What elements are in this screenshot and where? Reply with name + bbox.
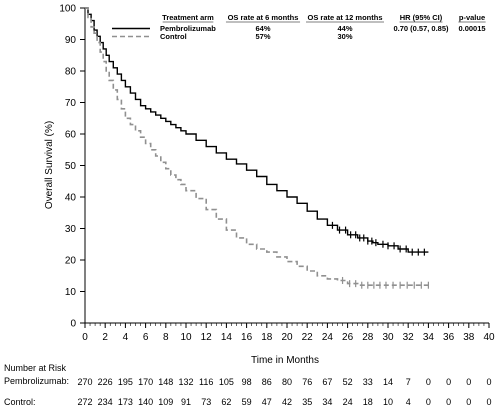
legend-header: p-value [459,13,485,22]
y-tick-label: 60 [65,130,77,141]
y-tick-label: 70 [65,98,77,109]
legend-cell: 44% [337,24,352,33]
risk-value: 14 [383,377,393,387]
x-tick-label: 40 [483,332,495,343]
risk-value: 18 [363,397,373,407]
legend-series-name: Pembrolizumab [160,24,216,33]
x-tick-label: 18 [261,332,273,343]
risk-value: 132 [178,377,193,387]
risk-value: 76 [302,377,312,387]
y-axis-label: Overall Survival (%) [44,121,55,209]
y-tick-label: 40 [65,193,77,204]
risk-value: 73 [201,397,211,407]
risk-value: 270 [77,377,92,387]
risk-value: 109 [158,397,173,407]
legend-header: HR (95% CI) [400,13,443,22]
risk-value: 34 [322,397,332,407]
legend-table: Treatment arm OS rate at 6 months OS rate … [112,13,486,41]
x-tick-label: 12 [201,332,213,343]
risk-value: 272 [77,397,92,407]
x-tick-label: 14 [221,332,233,343]
x-tick-label: 4 [123,332,129,343]
risk-value: 140 [138,397,153,407]
risk-value: 98 [242,377,252,387]
x-tick-label: 26 [342,332,354,343]
risk-value: 42 [282,397,292,407]
legend-series-name: Control [160,32,187,41]
x-tick-label: 10 [180,332,192,343]
risk-value: 0 [426,397,431,407]
x-tick-label: 36 [443,332,455,343]
risk-value: 80 [282,377,292,387]
x-tick-label: 16 [241,332,253,343]
series-line-control [85,7,429,286]
legend-header: Treatment arm [162,13,214,22]
x-tick-label: 22 [302,332,314,343]
x-tick-label: 30 [382,332,394,343]
risk-value: 0 [446,377,451,387]
risk-value: 33 [363,377,373,387]
y-tick-label: 20 [65,256,77,267]
risk-value: 47 [262,397,272,407]
legend-cell: 57% [255,32,270,41]
risk-row-label-control: Control: [4,397,36,407]
risk-value: 105 [219,377,234,387]
risk-value: 173 [118,397,133,407]
risk-value: 234 [98,397,113,407]
risk-value: 0 [446,397,451,407]
x-tick-label: 2 [102,332,108,343]
y-tick-label: 100 [59,4,76,15]
risk-value: 0 [466,397,471,407]
risk-value: 0 [466,377,471,387]
legend-cell: 64% [255,24,270,33]
axes: 0 2 4 6 8 10 12 14 16 18 20 22 24 26 28 30 32 34 36 38 40010… [59,4,495,344]
risk-value: 86 [262,377,272,387]
x-tick-label: 34 [423,332,435,343]
y-tick-label: 0 [70,319,76,330]
x-tick-label: 6 [143,332,149,343]
x-tick-label: 8 [163,332,169,343]
y-tick-label: 10 [65,287,77,298]
y-tick-label: 90 [65,35,77,46]
risk-value: 62 [221,397,231,407]
x-tick-label: 32 [403,332,415,343]
risk-value: 59 [242,397,252,407]
survival-curves [85,7,429,289]
risk-value: 0 [426,377,431,387]
risk-value: 226 [98,377,113,387]
risk-value: 0 [486,397,491,407]
risk-value: 195 [118,377,133,387]
legend-cell: 0.00015 [458,24,485,33]
number-at-risk-title: Number at Risk [4,363,67,373]
x-tick-label: 20 [281,332,293,343]
legend-header: OS rate at 12 months [307,13,382,22]
risk-value: 170 [138,377,153,387]
series-line-pembrolizumab [85,7,429,253]
x-tick-label: 38 [463,332,475,343]
legend-header: OS rate at 6 months [228,13,299,22]
risk-value: 116 [199,377,213,387]
risk-value: 52 [343,377,353,387]
x-axis-label: Time in Months [251,355,319,366]
risk-value: 148 [158,377,173,387]
x-tick-label: 24 [322,332,334,343]
legend-cell: 0.70 (0.57, 0.85) [393,24,449,33]
y-tick-label: 80 [65,67,77,78]
x-tick-label: 0 [82,332,88,343]
risk-value: 35 [302,397,312,407]
y-tick-label: 50 [65,161,77,172]
risk-row-label-pembrolizumab: Pembrolizumab: [4,376,70,386]
risk-value: 0 [486,377,491,387]
risk-value: 91 [181,397,191,407]
x-tick-label: 28 [362,332,374,343]
risk-value: 10 [383,397,393,407]
risk-value: 67 [322,377,332,387]
number-at-risk-table: 270 226 195 170 148 132 116 105 98 86 80 76 67 52 33 14… [77,377,491,407]
y-tick-label: 30 [65,224,77,235]
risk-value: 4 [406,397,411,407]
risk-value: 24 [343,397,353,407]
risk-value: 7 [406,377,411,387]
legend-cell: 30% [337,32,352,41]
